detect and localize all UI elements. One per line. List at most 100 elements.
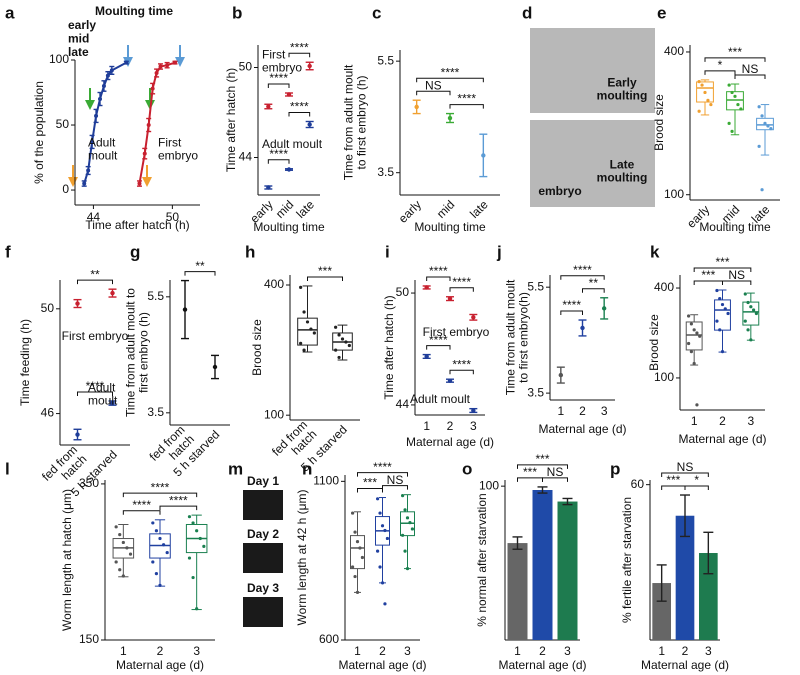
- data-point: [360, 555, 364, 560]
- significance-label: ****: [290, 40, 309, 54]
- significance-bracket: [449, 287, 474, 292]
- data-point: [158, 583, 162, 587]
- data-point: [182, 307, 188, 312]
- data-point: [90, 139, 95, 144]
- significance-bracket: [426, 345, 451, 350]
- data-point: [405, 567, 410, 571]
- significance-label: ***: [728, 45, 742, 59]
- panel-letter: a: [5, 3, 15, 22]
- data-point: [191, 521, 195, 525]
- bar: [699, 553, 718, 640]
- data-point: [447, 378, 453, 383]
- data-point: [94, 113, 99, 118]
- data-point: [736, 102, 740, 107]
- panel-letter: h: [245, 242, 255, 261]
- x-tick-label: 2: [682, 644, 689, 658]
- data-point: [334, 348, 338, 352]
- data-point: [447, 115, 453, 121]
- y-tick-label: 46: [41, 406, 55, 420]
- x-tick-label: 50: [166, 210, 180, 224]
- text-line: Early: [607, 76, 637, 90]
- x-axis-label: Maternal age (d): [538, 422, 626, 436]
- significance-label: ****: [429, 333, 448, 347]
- x-tick-label: 3: [601, 404, 608, 418]
- significance-bracket: [267, 83, 290, 88]
- data-point: [730, 90, 734, 95]
- y-axis-label: Time after hatch (h): [382, 295, 396, 399]
- y-tick-label: 350: [79, 476, 99, 490]
- data-point: [754, 311, 758, 316]
- data-point: [353, 530, 357, 534]
- significance-label: ****: [452, 275, 471, 289]
- data-point: [706, 98, 710, 102]
- data-point: [340, 337, 345, 341]
- data-point: [337, 333, 341, 337]
- data-point: [743, 319, 747, 323]
- image-label: Day 2: [247, 527, 279, 541]
- significance-label: ****: [452, 357, 471, 371]
- y-tick-label: 0: [62, 182, 69, 196]
- panel-letter: g: [130, 242, 140, 261]
- data-point: [82, 181, 87, 186]
- significance-bracket: [416, 90, 451, 96]
- significance-bracket: [449, 104, 484, 109]
- significance-bracket: [517, 464, 568, 469]
- series-label: Adult moult: [410, 392, 471, 406]
- y-tick-label: 400: [664, 44, 684, 58]
- data-point: [687, 314, 691, 318]
- x-axis-label: Maternal age (d): [641, 658, 729, 672]
- x-tick-label: 3: [747, 414, 754, 428]
- data-point: [302, 310, 306, 314]
- y-tick-label: 5.5: [147, 289, 164, 303]
- data-point: [307, 63, 312, 69]
- data-point: [743, 292, 747, 296]
- data-point: [424, 285, 429, 290]
- y-tick-label: 100: [664, 187, 684, 201]
- x-tick-label: 3: [404, 644, 411, 658]
- data-point: [266, 185, 271, 190]
- series-label: First embryo: [62, 329, 129, 343]
- legend-entry: early: [68, 18, 96, 32]
- x-tick-label: 1: [658, 644, 665, 658]
- text-line: to first embryo(h): [517, 292, 531, 383]
- data-point: [726, 311, 730, 316]
- legend-entry: late: [68, 45, 89, 59]
- data-point: [299, 341, 303, 345]
- significance-label: ***: [363, 476, 377, 490]
- data-point: [695, 331, 699, 335]
- data-point: [355, 540, 360, 544]
- y-axis-label: Brood size: [250, 319, 264, 376]
- significance-bracket: [288, 52, 311, 58]
- data-point: [358, 546, 362, 550]
- x-tick-label: 3: [564, 644, 571, 658]
- data-point: [739, 107, 743, 111]
- y-tick-label: 44: [396, 397, 410, 411]
- data-point: [447, 296, 453, 301]
- data-point: [385, 536, 389, 541]
- x-tick-label: 3: [705, 644, 712, 658]
- data-point: [380, 581, 385, 585]
- data-point: [173, 60, 177, 65]
- data-point: [165, 63, 170, 68]
- data-point: [158, 64, 163, 69]
- significance-bracket: [357, 472, 408, 477]
- image-label: Day 3: [247, 581, 279, 595]
- series-label: Adult moult: [262, 137, 323, 151]
- significance-bracket: [560, 275, 605, 280]
- y-axis-label: Time feeding (h): [18, 319, 32, 406]
- image-label: embryo: [538, 184, 581, 198]
- data-point: [154, 71, 159, 76]
- data-point: [727, 83, 731, 87]
- panel-letter: l: [5, 459, 10, 478]
- data-point: [212, 364, 218, 370]
- x-tick-label: 1: [120, 644, 127, 658]
- data-point: [110, 290, 115, 296]
- significance-label: ****: [457, 92, 476, 106]
- x-axis-label: Moulting time: [414, 220, 486, 234]
- y-tick-label: 3.5: [377, 165, 394, 179]
- x-tick-label: 2: [379, 644, 386, 658]
- panel-letter: c: [372, 3, 381, 22]
- significance-bracket: [77, 279, 113, 285]
- data-point: [161, 543, 166, 547]
- data-point: [376, 497, 380, 501]
